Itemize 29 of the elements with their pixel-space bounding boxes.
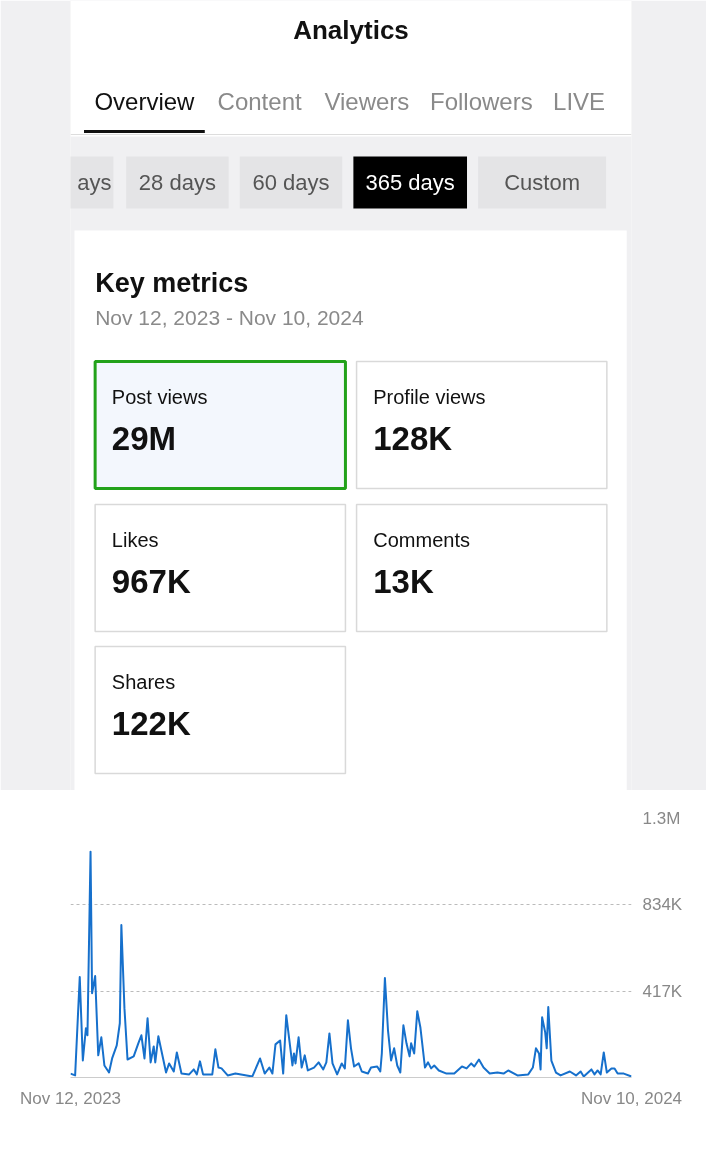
text: 967K (111, 563, 191, 600)
line-series (70, 850, 632, 1078)
text: Profile views (373, 385, 486, 408)
text: Nov 12, 2023 - Nov 10, 2024 (95, 306, 364, 329)
text: Viewers (324, 88, 410, 115)
x-tick-label: Nov 12, 2023 (19, 1088, 122, 1108)
text: Shares (111, 670, 176, 693)
y-tick-label: 1.3M (642, 809, 681, 828)
text: 122K (111, 705, 191, 742)
text: Comments (373, 528, 470, 551)
y-tick-label: 834K (642, 895, 683, 915)
text: LIVE (553, 88, 606, 115)
y-tick-label: 417K (642, 981, 683, 1001)
text: Custom (504, 170, 580, 195)
text: 60 days (252, 170, 330, 195)
text: Overview (94, 88, 196, 115)
text: 29M (111, 420, 177, 457)
text: Likes (111, 528, 159, 551)
text: 365 days (365, 170, 455, 195)
text: Post views (111, 385, 208, 408)
text: Content (217, 88, 302, 115)
text: Analytics (293, 14, 409, 45)
text: 128K (373, 420, 453, 457)
text: 13K (373, 563, 434, 600)
x-tick-label: Nov 10, 2024 (580, 1088, 683, 1108)
text: 28 days (138, 170, 216, 195)
text: Key metrics (95, 267, 249, 298)
text: Followers (429, 88, 533, 115)
text: ays (77, 170, 112, 195)
